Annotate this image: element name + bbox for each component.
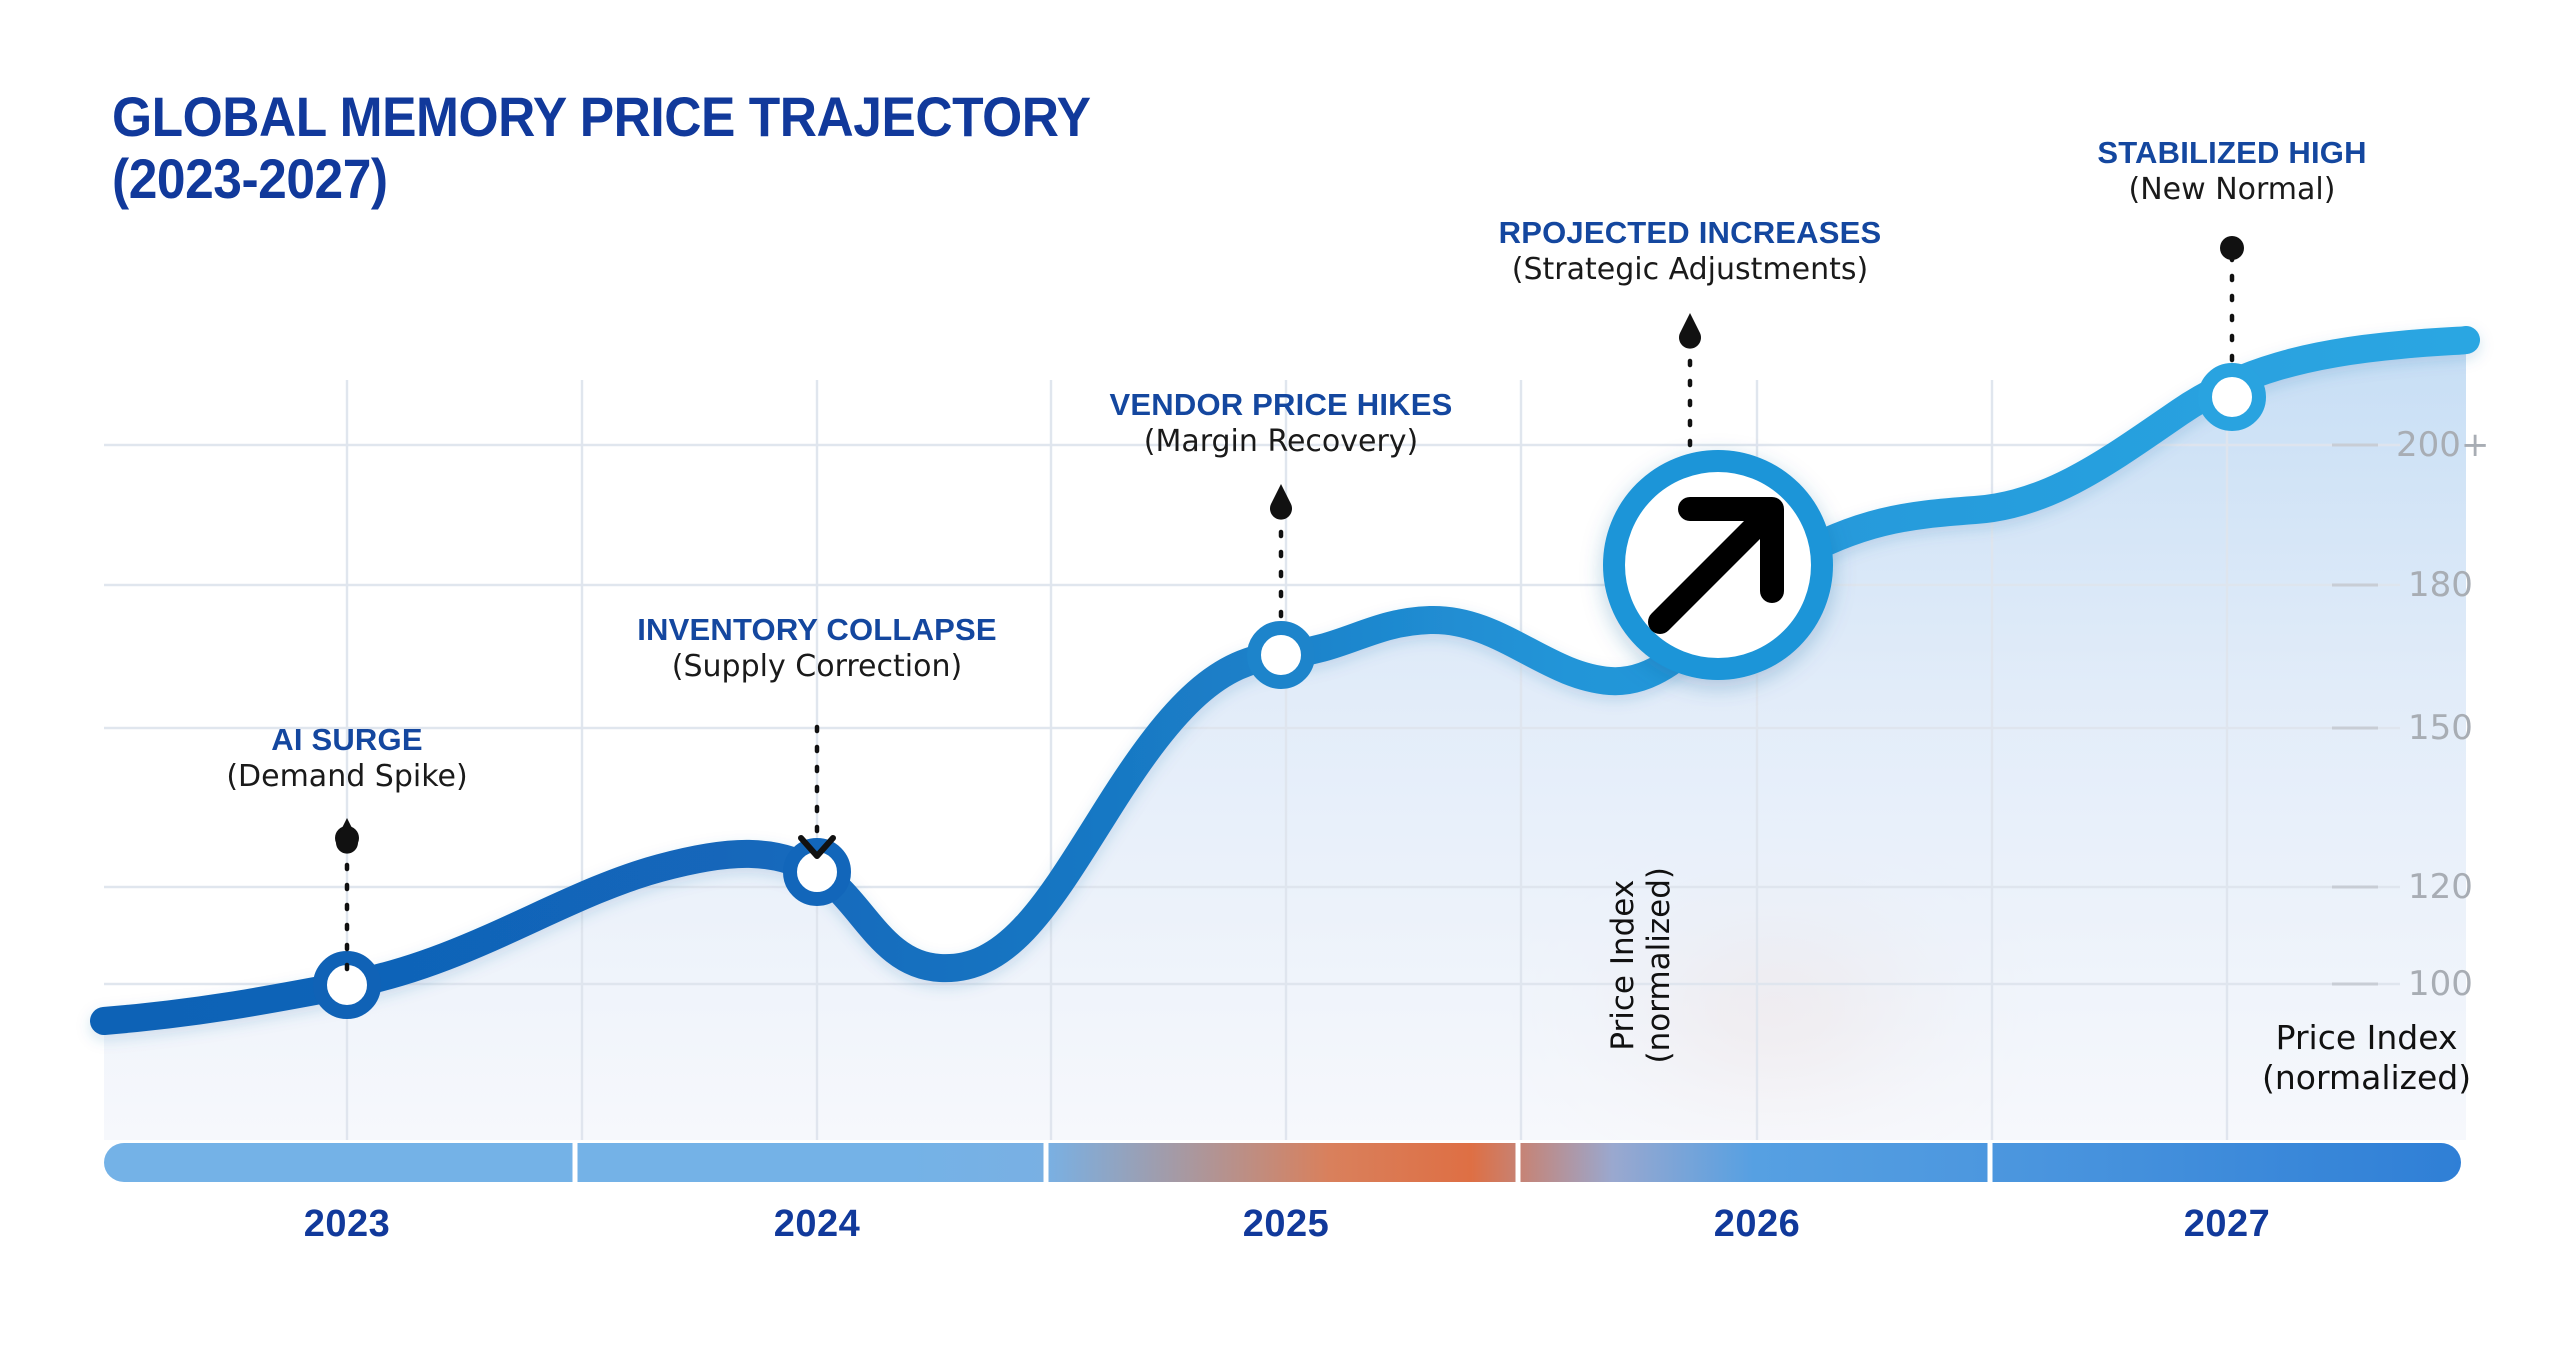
data-point-2024[interactable]	[783, 838, 851, 906]
annotation-title-projected-increases: RPOJECTED INCREASES	[1498, 215, 1882, 250]
annotation-ai-surge[interactable]: AI SURGE (Demand Spike)	[226, 722, 467, 795]
annotation-subtitle-inventory-collapse: (Supply Correction)	[671, 648, 963, 684]
annotation-inventory-collapse[interactable]: INVENTORY COLLAPSE (Supply Correction)	[637, 612, 997, 685]
data-point-2025[interactable]	[1247, 621, 1315, 689]
leader-dot-stabilized-high	[2220, 236, 2244, 260]
annotation-title-inventory-collapse: INVENTORY COLLAPSE	[637, 612, 997, 647]
annotation-vendor-price-hikes[interactable]: VENDOR PRICE HIKES (Margin Recovery)	[1110, 387, 1453, 460]
y-tick-label-180: 180	[2408, 565, 2473, 605]
annotation-subtitle-ai-surge: (Demand Spike)	[226, 758, 468, 794]
grid-horizontal	[104, 443, 2400, 986]
page-title: GLOBAL MEMORY PRICE TRAJECTORY (2023-202…	[112, 86, 1176, 209]
axis-caption-vertical: Price Index (normalized)	[1605, 867, 1678, 1064]
y-tick-label-120: 120	[2408, 867, 2473, 907]
year-label-2027[interactable]: 2027	[2183, 1203, 2271, 1245]
leader-teardrop-ai-surge	[336, 818, 359, 854]
axis-caption-vertical-line-1: Price Index	[1605, 879, 1641, 1051]
annotation-title-stabilized-high: STABILIZED HIGH	[2097, 135, 2367, 170]
leader-teardrop-vendor-price-hikes	[1270, 484, 1292, 520]
data-point-2027[interactable]	[2198, 363, 2266, 431]
annotation-subtitle-projected-increases: (Strategic Adjustments)	[1511, 251, 1869, 287]
axis-caption-right-line-2: (normalized)	[2262, 1057, 2472, 1097]
title-line-2: (2023-2027)	[112, 146, 388, 210]
grid-vertical	[345, 380, 2229, 1140]
y-tick-label-150: 150	[2408, 708, 2473, 748]
year-label-2024[interactable]: 2024	[773, 1203, 861, 1245]
annotation-title-ai-surge: AI SURGE	[271, 722, 423, 757]
annotation-leaders	[335, 236, 2244, 972]
leader-chevron-inventory-collapse	[798, 835, 836, 859]
title-line-1: GLOBAL MEMORY PRICE TRAJECTORY	[112, 85, 1091, 148]
trend-up-arrow-icon[interactable]	[1603, 450, 1833, 680]
y-axis-ticks	[2332, 443, 2378, 986]
annotation-subtitle-stabilized-high: (New Normal)	[2128, 171, 2336, 207]
data-point-2023[interactable]	[313, 951, 381, 1019]
leader-teardrop-projected-increases	[1679, 313, 1702, 349]
axis-caption-vertical-line-2: (normalized)	[1640, 867, 1677, 1064]
annotation-stabilized-high[interactable]: STABILIZED HIGH (New Normal)	[2097, 135, 2366, 208]
y-tick-label-100: 100	[2408, 964, 2473, 1004]
annotation-subtitle-vendor-price-hikes: (Margin Recovery)	[1143, 423, 1419, 459]
annotation-title-vendor-price-hikes: VENDOR PRICE HIKES	[1109, 387, 1453, 422]
year-band	[104, 1143, 2461, 1182]
axis-caption-right-line-1: Price Index	[2275, 1018, 2458, 1057]
y-tick-label-200plus: 200+	[2396, 425, 2490, 465]
annotation-projected-increases[interactable]: RPOJECTED INCREASES (Strategic Adjustmen…	[1499, 215, 1882, 288]
axis-caption-right: Price Index (normalized)	[2262, 1018, 2471, 1097]
year-label-2023[interactable]: 2023	[303, 1203, 391, 1245]
year-label-2026[interactable]: 2026	[1713, 1203, 1801, 1245]
data-point-markers	[313, 363, 2266, 1019]
year-label-2025[interactable]: 2025	[1242, 1203, 1330, 1245]
